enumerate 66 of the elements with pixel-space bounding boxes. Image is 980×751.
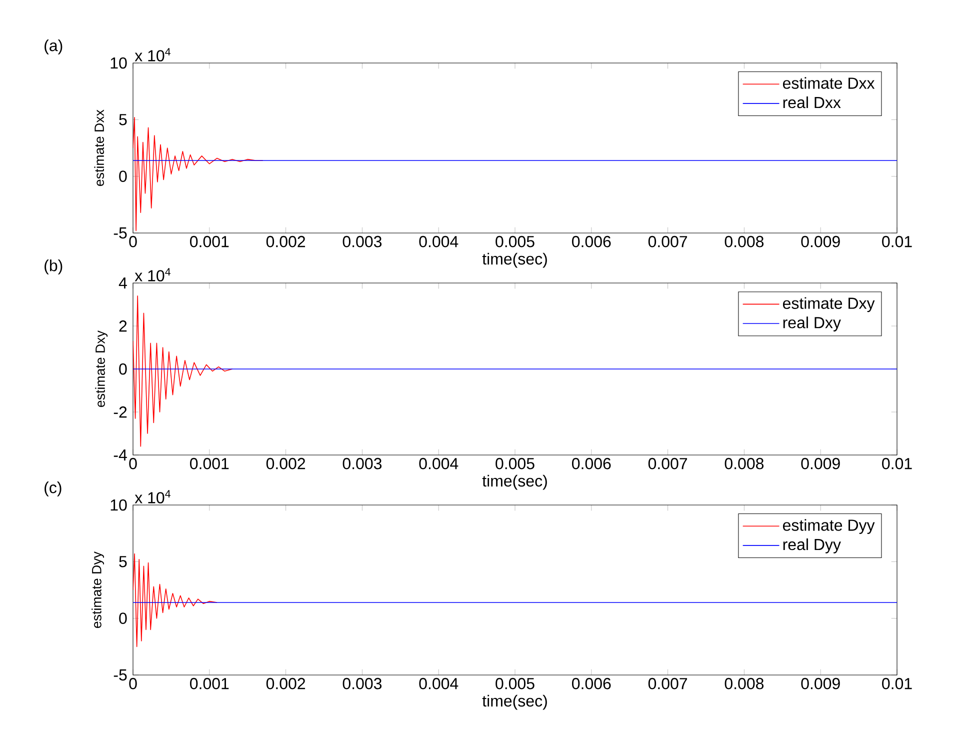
- y-axis-title: estimate Dxy: [95, 330, 108, 407]
- x-tick-label: 0.007: [648, 236, 688, 248]
- y-axis-title: estimate Dxx: [94, 110, 104, 186]
- x-tick-label: 0.008: [724, 678, 764, 690]
- x-axis-title: time(sec): [482, 694, 547, 710]
- legend-label: real Dxy: [783, 316, 841, 332]
- x-tick-label: 0.003: [342, 458, 382, 470]
- text: x 10$^{4}$: [134, 48, 170, 62]
- y-axis-title: estimate Dyy: [92, 552, 104, 628]
- x-tick-label: 0.001: [190, 236, 229, 248]
- x-tick-label: 0.01: [882, 458, 912, 470]
- text: x 10$^{4}$: [134, 490, 170, 504]
- x-tick-label: 0.006: [572, 678, 611, 690]
- x-tick-label: 0.01: [882, 236, 912, 248]
- x-tick-label: 0.001: [190, 678, 229, 690]
- legend-label: estimate Dyy: [782, 519, 875, 534]
- x-tick-label: 0.004: [419, 678, 458, 690]
- x-tick-label: 0.005: [496, 458, 534, 470]
- x-tick-label: 0.003: [342, 678, 382, 690]
- x-tick-label: 0.008: [724, 236, 764, 248]
- x-tick-label: 0.003: [342, 236, 382, 248]
- y-tick-label: 5: [119, 114, 127, 126]
- x-tick-label: 0: [129, 678, 137, 690]
- x-tick-label: 0.01: [882, 678, 912, 690]
- chart-title: (c): [44, 482, 62, 496]
- line-series: [133, 553, 218, 648]
- y-tick-label: -5: [114, 669, 127, 681]
- x-tick-label: 0.007: [648, 458, 688, 470]
- text: x 10$^{4}$: [134, 268, 170, 282]
- chart-title: (b): [44, 260, 62, 274]
- x-tick-label: 0.009: [801, 678, 840, 690]
- legend-label: real Dxx: [783, 96, 841, 108]
- y-tick-label: -2: [114, 406, 127, 418]
- legend-label: estimate Dxy: [782, 297, 875, 312]
- x-tick-label: 0.009: [801, 236, 840, 248]
- y-tick-label: 0: [119, 170, 127, 182]
- x-tick-label: 0.001: [190, 458, 229, 470]
- x-tick-label: 0.004: [419, 236, 458, 248]
- y-tick-label: 10: [110, 499, 127, 511]
- legend-label: real Dyy: [783, 538, 841, 554]
- x-tick-label: 0.006: [572, 458, 611, 470]
- y-tick-label: 0: [119, 612, 127, 624]
- x-tick-label: 0.009: [801, 458, 840, 470]
- x-tick-label: 0.002: [266, 236, 306, 248]
- y-tick-label: 0: [119, 363, 127, 375]
- y-tick-label: -4: [114, 450, 127, 461]
- x-tick-label: 0.007: [648, 678, 688, 690]
- y-tick-label: 2: [119, 320, 127, 332]
- y-tick-label: 10: [110, 57, 127, 69]
- chart-title: (a): [44, 40, 62, 54]
- y-tick-label: 5: [119, 556, 127, 568]
- x-tick-label: 0.008: [724, 458, 764, 470]
- x-tick-label: 0.005: [496, 678, 534, 690]
- x-tick-label: 0: [129, 458, 137, 470]
- y-tick-label: -5: [114, 227, 127, 239]
- x-tick-label: 0: [129, 236, 137, 248]
- legend-label: estimate Dxx: [782, 77, 875, 89]
- x-tick-label: 0.005: [496, 236, 534, 248]
- x-axis-title: time(sec): [482, 252, 547, 268]
- x-tick-label: 0.004: [419, 458, 458, 470]
- x-tick-label: 0.002: [266, 458, 306, 470]
- x-tick-label: 0.006: [572, 236, 611, 248]
- y-tick-label: 4: [118, 278, 127, 289]
- x-axis-title: time(sec): [482, 474, 547, 490]
- line-series: [133, 296, 233, 447]
- x-tick-label: 0.002: [266, 678, 306, 690]
